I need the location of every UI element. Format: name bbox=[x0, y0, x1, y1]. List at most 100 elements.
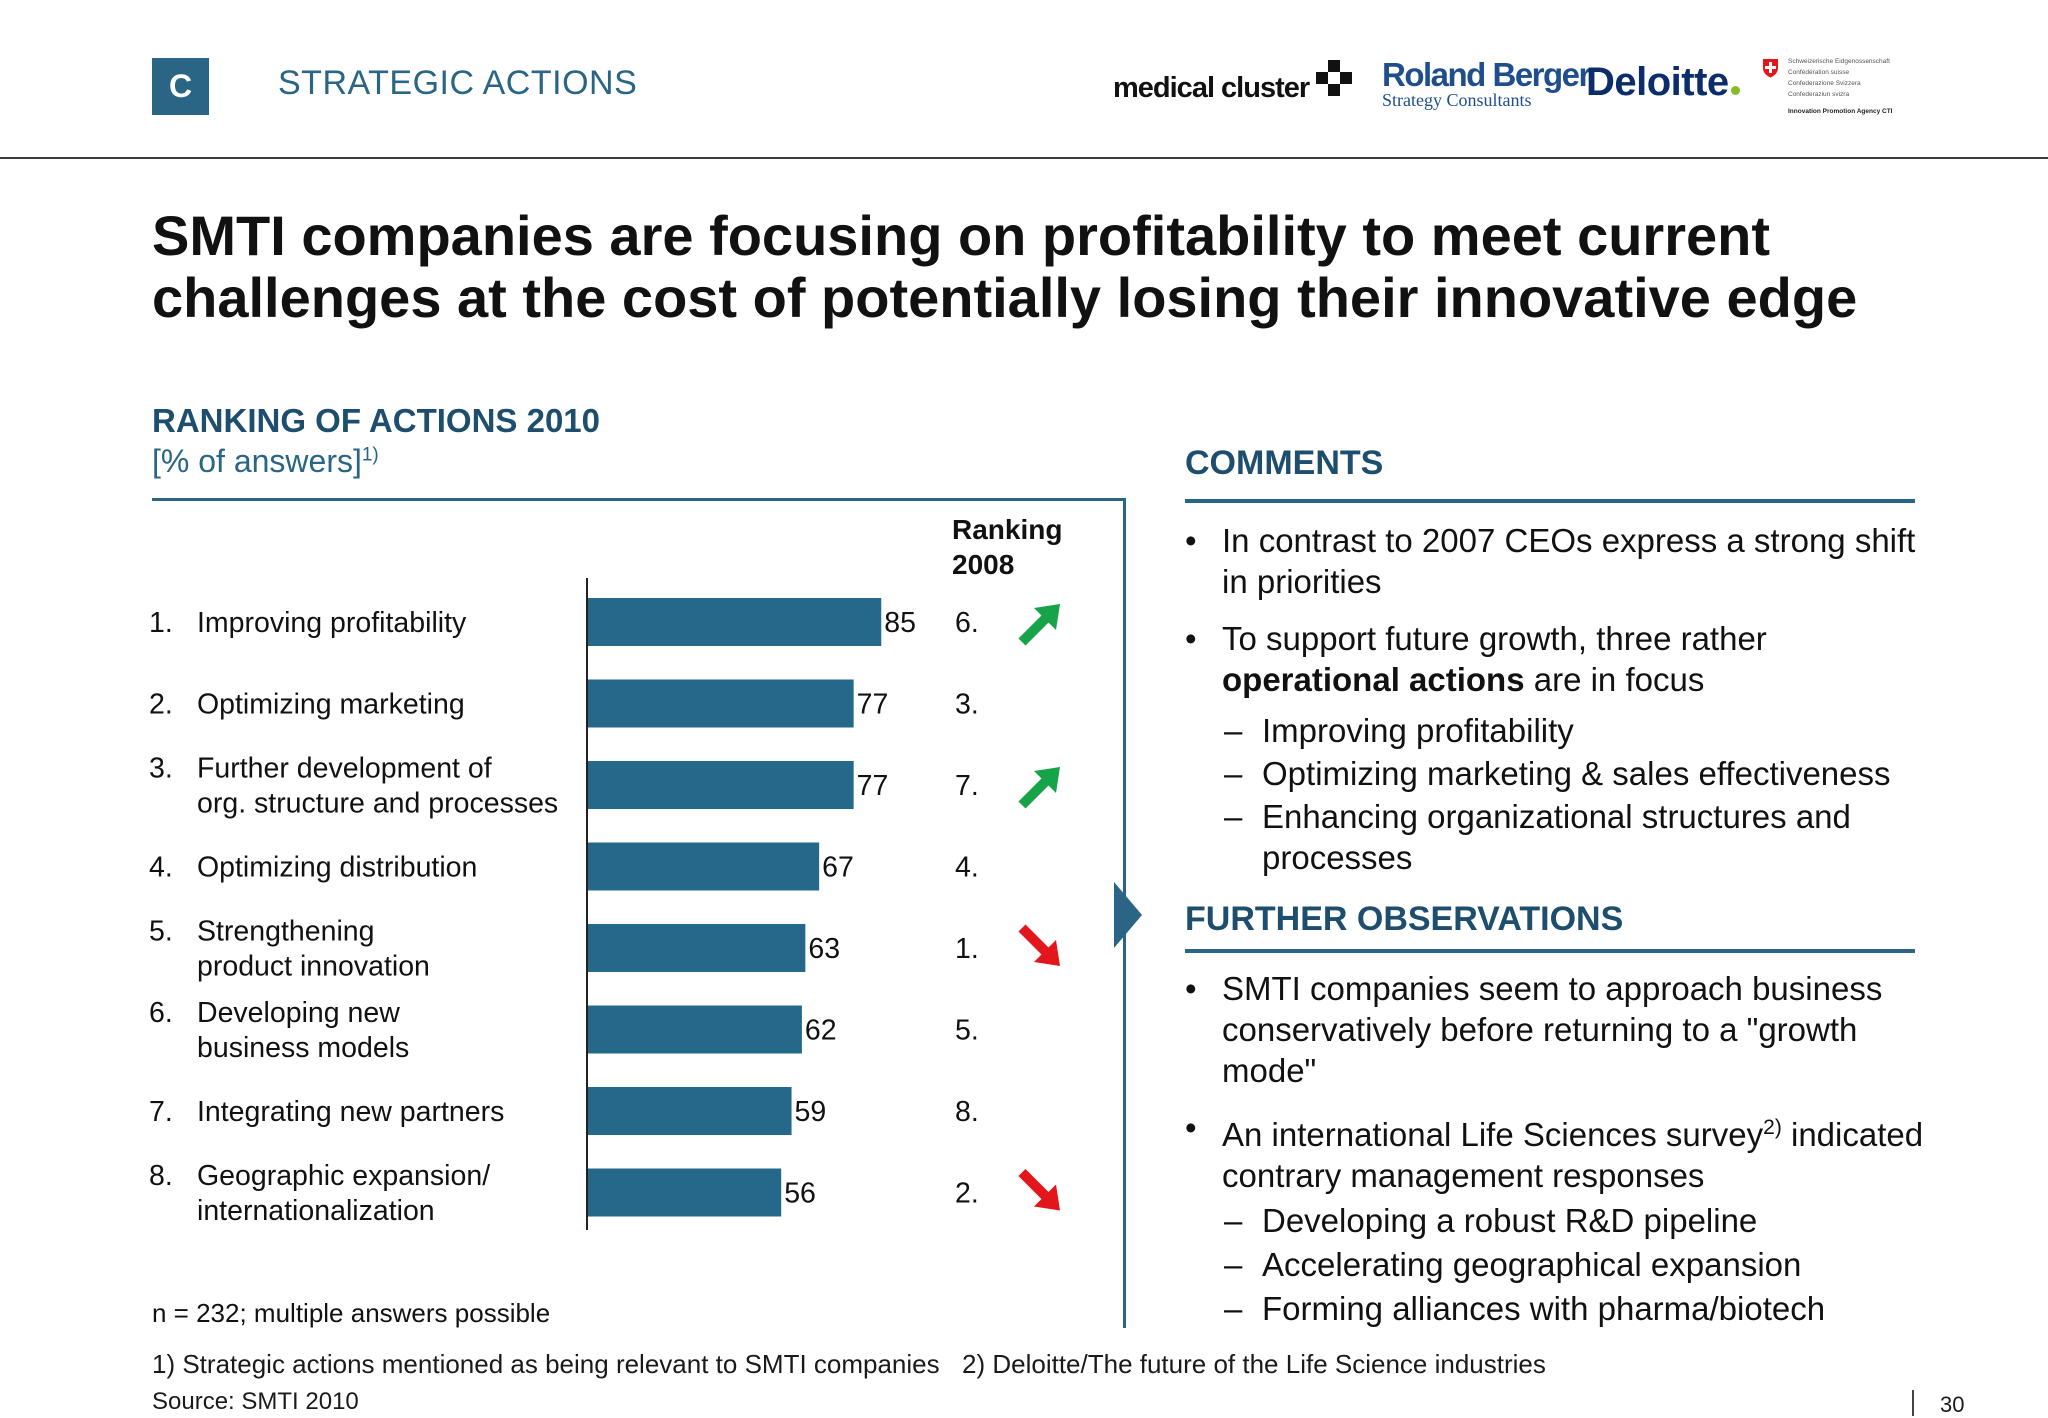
bar-3 bbox=[588, 761, 854, 809]
footnote-2: 2) Deloitte/The future of the Life Scien… bbox=[962, 1349, 1546, 1379]
chart-title: RANKING OF ACTIONS 2010 bbox=[152, 402, 601, 439]
trend-down-arrow-icon-8 bbox=[1034, 1184, 1060, 1211]
page-title: SMTI companies are focusing on profitabi… bbox=[152, 205, 1952, 329]
ranking-2008-1: 6. bbox=[955, 607, 979, 639]
observation-bullet-1: SMTI companies seem to approach business… bbox=[1222, 970, 1883, 1089]
bar-value-label-1: 85 bbox=[884, 607, 916, 639]
bar-1 bbox=[588, 598, 882, 646]
dash-icon: – bbox=[1224, 1246, 1243, 1283]
page-title-line-2: challenges at the cost of potentially lo… bbox=[152, 266, 1858, 329]
category-label-8-line-2: internationalization bbox=[197, 1195, 435, 1227]
trend-up-arrow-icon-3 bbox=[1034, 767, 1060, 793]
chart-unit-footnote-ref: 1) bbox=[361, 444, 379, 466]
category-number-6: 6. bbox=[149, 997, 173, 1029]
category-label-2: Optimizing marketing bbox=[197, 689, 465, 721]
section-badge: C bbox=[152, 58, 209, 115]
comment-subitem-1: Improving profitability bbox=[1262, 712, 1574, 749]
chart-top-rule bbox=[152, 498, 1126, 501]
ranking-2008-6: 5. bbox=[955, 1015, 979, 1047]
category-label-5-line-2: product innovation bbox=[197, 951, 430, 983]
trend-down-arrow-shaft-8 bbox=[1018, 1168, 1052, 1203]
category-label-6-line-1: Developing new bbox=[197, 997, 400, 1029]
observation-bullet-2: An international Life Sciences survey2) … bbox=[1222, 1107, 1932, 1196]
category-label-7: Integrating new partners bbox=[197, 1096, 504, 1128]
trend-up-arrow-shaft-1 bbox=[1018, 612, 1052, 646]
trend-down-arrow-icon-5 bbox=[1034, 940, 1060, 966]
bullet-icon: • bbox=[1185, 522, 1197, 559]
category-label-6-line-2: business models bbox=[197, 1032, 409, 1064]
further-observations-heading: FURTHER OBSERVATIONS bbox=[1185, 900, 1624, 938]
swiss-line-4: Confederaziun svizra bbox=[1788, 91, 1850, 98]
dash-icon: – bbox=[1224, 712, 1243, 749]
dash-icon: – bbox=[1224, 1202, 1243, 1239]
observation-subitem-1: Developing a robust R&D pipeline bbox=[1262, 1202, 1758, 1239]
comment-bullet-2-post: are in focus bbox=[1524, 661, 1705, 698]
ranking-2008-8: 2. bbox=[955, 1178, 979, 1210]
medical-cluster-logo-mark-icon bbox=[1316, 60, 1352, 96]
further-observations-rule bbox=[1185, 949, 1915, 953]
comment-bullet-1: In contrast to 2007 CEOs express a stron… bbox=[1222, 522, 1916, 600]
deloitte-dot-icon bbox=[1730, 86, 1740, 95]
category-number-4: 4. bbox=[149, 852, 173, 884]
ranking-2008-2: 3. bbox=[955, 689, 979, 721]
dash-icon: – bbox=[1224, 755, 1243, 792]
header-divider bbox=[0, 157, 2048, 159]
category-label-5-line-1: Strengthening bbox=[197, 916, 374, 948]
comments-rule bbox=[1185, 499, 1915, 503]
bar-value-label-5: 63 bbox=[808, 933, 840, 965]
ranking-2008-7: 8. bbox=[955, 1096, 979, 1128]
bar-4 bbox=[588, 842, 820, 891]
cti-label: Innovation Promotion Agency CTI bbox=[1788, 108, 1893, 115]
page-number-divider bbox=[1912, 1390, 1914, 1416]
category-number-1: 1. bbox=[149, 607, 173, 639]
chart-unit-text: [% of answers] bbox=[152, 443, 362, 479]
bar-2 bbox=[588, 679, 854, 728]
ranking-2008-3: 7. bbox=[955, 770, 979, 802]
category-number-7: 7. bbox=[149, 1096, 173, 1128]
ranking-2008-header: Ranking 2008 bbox=[952, 514, 1063, 580]
chart-marks: 85 1. Improving profitability 6. 77 2. Optimiz… bbox=[149, 598, 1060, 1227]
comment-bullet-2-bold: operational actions bbox=[1222, 661, 1525, 698]
comment-bullet-2-pre: To support future growth, three rather bbox=[1222, 620, 1767, 657]
trend-up-arrow-icon-1 bbox=[1034, 604, 1060, 630]
trend-down-arrow-shaft-5 bbox=[1018, 924, 1052, 958]
observation-subitem-3: Forming alliances with pharma/biotech bbox=[1262, 1290, 1826, 1327]
comment-bullet-2: To support future growth, three rather o… bbox=[1222, 618, 1922, 700]
bullet-icon: • bbox=[1185, 970, 1197, 1007]
comment-subitem-2: Optimizing marketing & sales effectivene… bbox=[1262, 755, 1891, 792]
sample-note: n = 232; multiple answers possible bbox=[152, 1298, 551, 1328]
bar-7 bbox=[588, 1087, 792, 1135]
bar-5 bbox=[588, 924, 806, 972]
ranking-2008-5: 1. bbox=[955, 933, 979, 965]
footnote-1: 1) Strategic actions mentioned as being … bbox=[152, 1349, 940, 1379]
roland-berger-logo: Roland Berger bbox=[1382, 56, 1591, 93]
medical-cluster-logo: medical cluster bbox=[1113, 72, 1310, 104]
ranking-2008-4: 4. bbox=[955, 852, 979, 884]
swiss-line-2: Confédération suisse bbox=[1788, 69, 1850, 76]
comment-subitem-3: Enhancing organizational structures and … bbox=[1262, 798, 1851, 876]
bar-value-label-7: 59 bbox=[795, 1096, 827, 1128]
source-note: Source: SMTI 2010 bbox=[152, 1388, 359, 1415]
category-number-8: 8. bbox=[149, 1160, 173, 1192]
deloitte-logo-text: Deloitte bbox=[1586, 60, 1729, 104]
roland-berger-subtitle: Strategy Consultants bbox=[1382, 90, 1532, 110]
dash-icon: – bbox=[1224, 1290, 1243, 1327]
bar-value-label-3: 77 bbox=[857, 770, 889, 802]
observation-subitem-2: Accelerating geographical expansion bbox=[1262, 1246, 1802, 1283]
bar-value-label-2: 77 bbox=[857, 689, 889, 721]
category-number-5: 5. bbox=[149, 916, 173, 948]
swiss-line-3: Confederazione Svizzera bbox=[1788, 80, 1861, 87]
category-label-1: Improving profitability bbox=[197, 607, 467, 639]
category-label-3-line-2: org. structure and processes bbox=[197, 788, 558, 820]
category-number-2: 2. bbox=[149, 689, 173, 721]
panel-arrow-icon bbox=[1114, 882, 1142, 948]
category-label-8-line-1: Geographic expansion/ bbox=[197, 1160, 490, 1192]
observation-bullet-2-text: An international Life Sciences survey bbox=[1222, 1116, 1764, 1153]
bullet-icon: • bbox=[1185, 620, 1197, 657]
observation-bullet-2-footnote-ref: 2) bbox=[1763, 1116, 1782, 1139]
deloitte-logo: Deloitte bbox=[1586, 60, 1740, 105]
swiss-shield-icon bbox=[1763, 59, 1778, 78]
dash-icon: – bbox=[1224, 798, 1243, 835]
bar-8 bbox=[588, 1168, 782, 1217]
comments-heading: COMMENTS bbox=[1185, 444, 1384, 482]
